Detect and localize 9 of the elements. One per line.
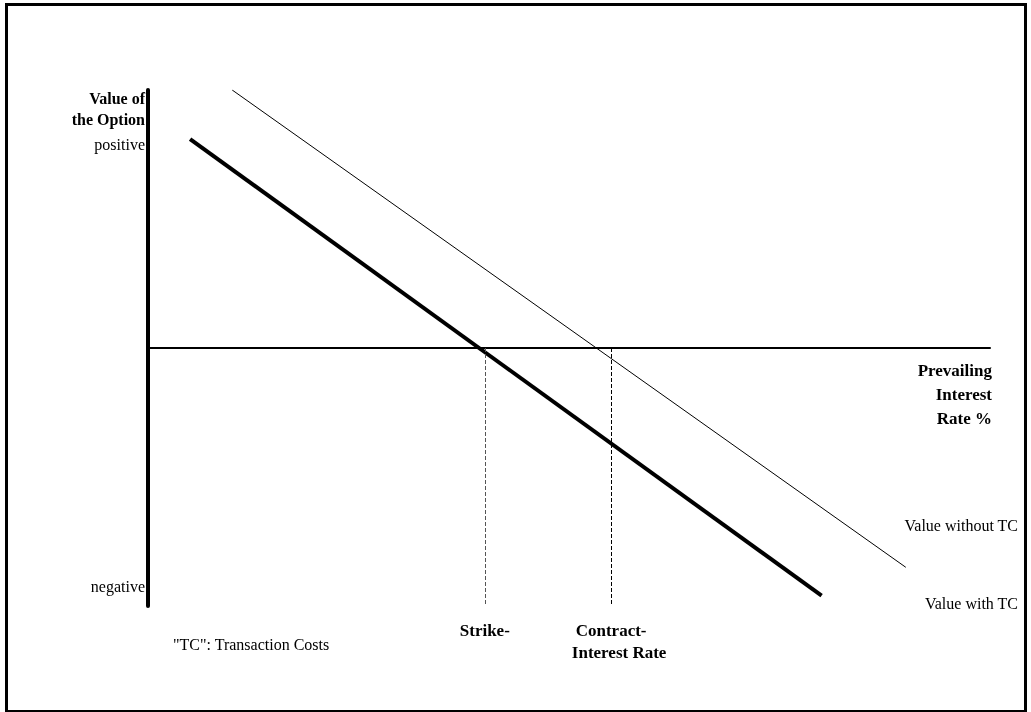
text: positive bbox=[94, 135, 145, 154]
text: "TC": Transaction Costs bbox=[173, 635, 330, 653]
text: Interest Rate bbox=[571, 643, 667, 662]
series-label: Value without TC bbox=[904, 516, 1018, 534]
x-axis-title: Prevailing Interest Rate % bbox=[917, 360, 993, 428]
text: Value with TC bbox=[924, 595, 1018, 613]
x-tick-label: Contract- bbox=[575, 621, 647, 640]
text: negative bbox=[90, 577, 145, 596]
x-tick-label: Strike- bbox=[459, 621, 511, 640]
